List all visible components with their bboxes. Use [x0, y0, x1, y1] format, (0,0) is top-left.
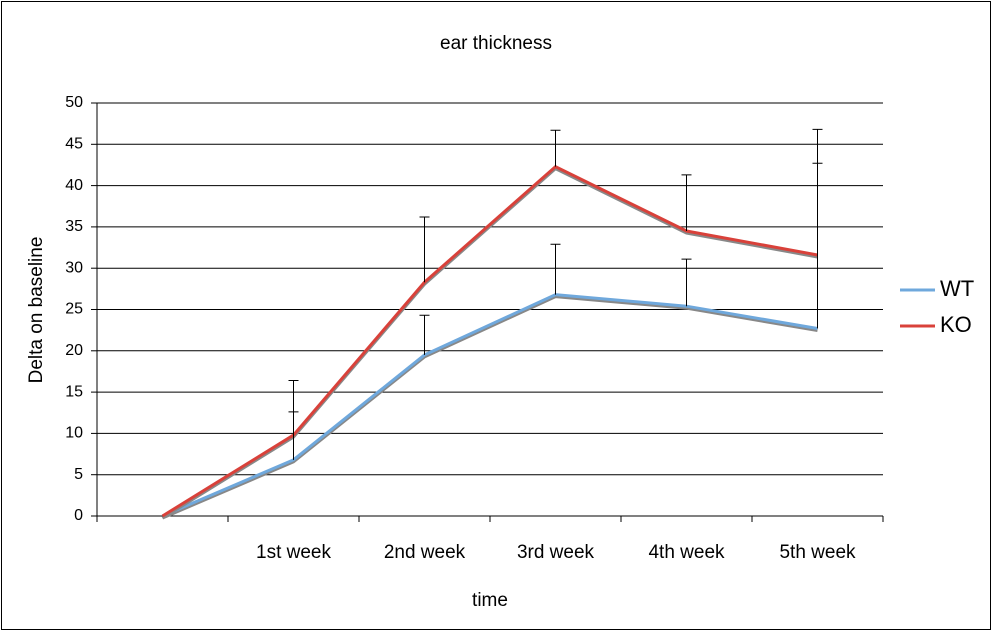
y-tick-label: 20 [65, 342, 83, 359]
series-line [161, 293, 818, 518]
y-tick-label: 45 [65, 136, 83, 153]
legend-label: KO [940, 312, 972, 337]
series-line [161, 164, 818, 518]
error-bar [681, 174, 692, 232]
error-bar [550, 129, 561, 167]
legend-label: WT [940, 276, 974, 301]
y-axis-label: Delta on baseline [26, 237, 47, 384]
chart-title: ear thickness [440, 33, 552, 54]
x-axis-label: time [472, 590, 508, 611]
y-tick-label: 40 [65, 177, 83, 194]
error-bar [419, 216, 430, 283]
x-tick-label: 4th week [648, 542, 725, 563]
error-bar [419, 314, 430, 355]
x-tick-label: 2nd week [384, 542, 466, 563]
y-tick-label: 50 [65, 94, 83, 111]
x-tick-label: 1st week [256, 542, 331, 563]
y-tick-label: 5 [74, 466, 83, 483]
error-bar [550, 243, 561, 295]
x-tick-label: 5th week [779, 542, 856, 563]
error-bar [681, 258, 692, 307]
x-tick-label: 3rd week [517, 542, 595, 563]
line-shadow [161, 295, 818, 520]
error-bar [288, 380, 299, 436]
y-tick-label: 35 [65, 218, 83, 235]
y-tick-label: 25 [65, 301, 83, 318]
error-bar [812, 128, 823, 255]
y-tick-label: 30 [65, 259, 83, 276]
y-tick-label: 10 [65, 425, 83, 442]
y-tick-label: 0 [74, 507, 83, 524]
y-tick-label: 15 [65, 383, 83, 400]
